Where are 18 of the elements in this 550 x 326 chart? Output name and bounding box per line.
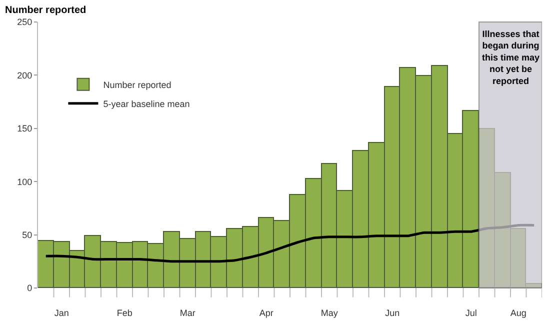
x-tick-label: Mar xyxy=(180,308,196,318)
annotation: Illnesses that began during this time may not yet be reported xyxy=(482,29,540,86)
y-tick-label: 0 xyxy=(27,283,32,294)
y-tick-label: 250 xyxy=(17,17,32,28)
legend-label: 5-year baseline mean xyxy=(103,98,190,109)
x-tick-label: Jul xyxy=(465,308,477,318)
y-tick-label: 100 xyxy=(17,176,32,187)
x-tick-label: Aug xyxy=(510,308,526,318)
x-tick-label: Jun xyxy=(385,308,400,318)
x-tick-label: Apr xyxy=(259,308,274,318)
y-tick-label: 200 xyxy=(17,70,32,80)
legend-label: Number reported xyxy=(103,80,172,90)
x-tick-label: Feb xyxy=(116,308,132,318)
y-tick-label: 50 xyxy=(22,230,32,240)
y-tick-label: 150 xyxy=(17,124,32,134)
x-tick-label: Jan xyxy=(54,308,69,318)
x-tick-label: May xyxy=(320,308,338,318)
y-axis-title: Number reported xyxy=(5,5,86,16)
